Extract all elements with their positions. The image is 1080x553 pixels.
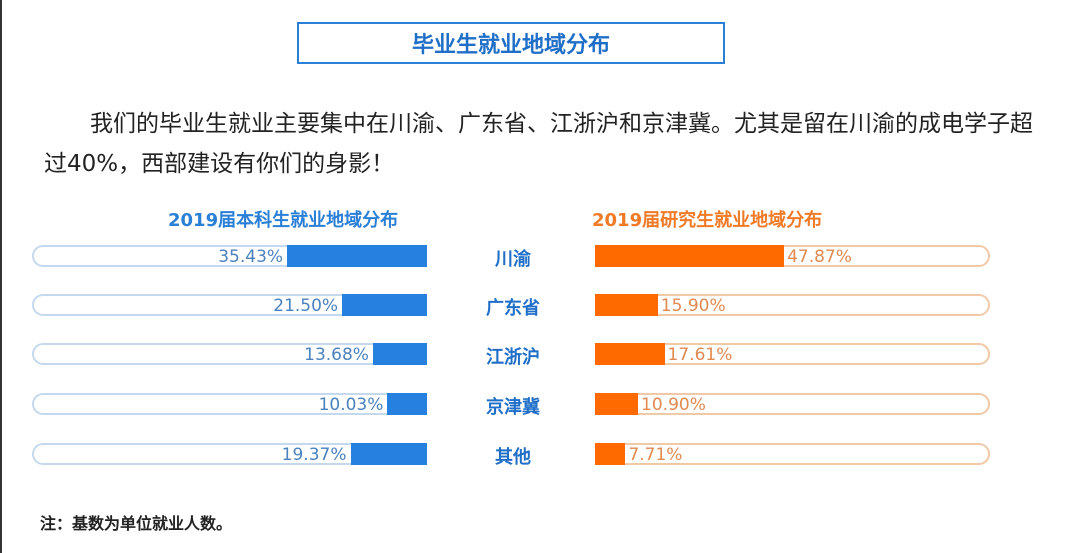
- undergrad-bar: [287, 245, 427, 267]
- undergrad-bar-track: 21.50%: [32, 294, 427, 316]
- graduate-value-label: 47.87%: [787, 247, 852, 267]
- undergrad-value-label: 35.43%: [218, 247, 284, 267]
- undergrad-value-label: 21.50%: [273, 296, 339, 316]
- window-edge: [0, 0, 2, 553]
- undergrad-bar-track: 35.43%: [32, 245, 427, 267]
- region-label: 京津冀: [486, 397, 540, 418]
- region-label: 广东省: [486, 298, 540, 319]
- graduate-bar-track: 17.61%: [595, 343, 990, 365]
- undergrad-bar: [387, 393, 427, 415]
- undergrad-value-label: 19.37%: [281, 445, 347, 465]
- undergrad-bar-track: 13.68%: [32, 343, 427, 365]
- graduate-value-label: 17.61%: [667, 345, 733, 365]
- undergrad-bar-track: 19.37%: [32, 443, 427, 465]
- graduate-bar: [595, 443, 626, 465]
- graduate-value-label: 7.71%: [628, 445, 683, 465]
- undergrad-bar-track: 10.03%: [32, 393, 427, 415]
- undergrad-bar: [342, 294, 427, 316]
- graduate-bar-track: 10.90%: [595, 393, 990, 415]
- graduate-bar-track: 47.87%: [595, 245, 990, 267]
- graduate-value-label: 10.90%: [641, 395, 706, 415]
- graduate-bar: [595, 245, 785, 267]
- undergrad-bar: [372, 343, 427, 365]
- graduate-bar: [595, 294, 658, 316]
- footnote: 注：基数为单位就业人数。: [40, 514, 233, 533]
- intro-paragraph: 我们的毕业生就业主要集中在川渝、广东省、江浙沪和京津冀。尤其是留在川渝的成电学子…: [44, 111, 1033, 177]
- graduate-value-label: 15.90%: [660, 296, 726, 316]
- undergrad-bar: [350, 443, 427, 465]
- undergrad-chart-title: 2019届本科生就业地域分布: [168, 210, 399, 231]
- undergrad-value-label: 10.03%: [318, 395, 384, 415]
- undergrad-value-label: 13.68%: [304, 345, 369, 365]
- graduate-bar: [595, 393, 639, 415]
- graduate-bar-track: 7.71%: [595, 443, 990, 465]
- graduate-bar-track: 15.90%: [595, 294, 990, 316]
- page-title: 毕业生就业地域分布: [297, 22, 725, 64]
- region-label: 其他: [495, 447, 531, 468]
- graduate-bar: [595, 343, 665, 365]
- region-label: 川渝: [495, 249, 531, 270]
- region-label: 江浙沪: [486, 347, 540, 368]
- graduate-chart-title: 2019届研究生就业地域分布: [592, 210, 823, 231]
- page-title-text: 毕业生就业地域分布: [411, 33, 610, 58]
